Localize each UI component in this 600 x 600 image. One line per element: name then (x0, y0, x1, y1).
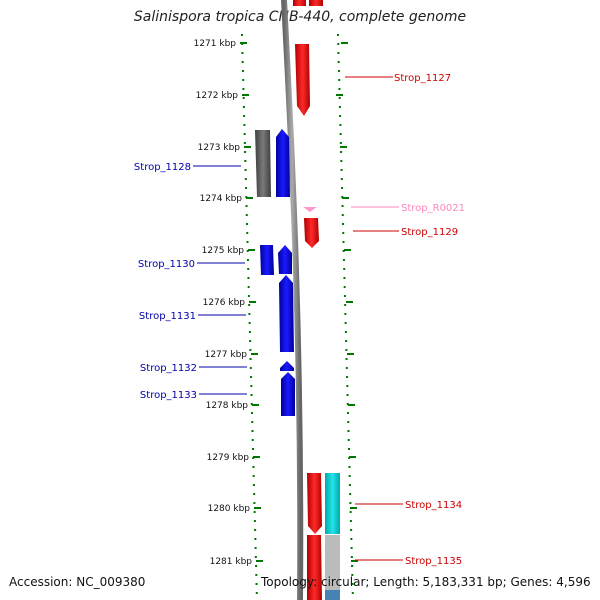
scale-tick-label: 1273 kbp (198, 143, 241, 153)
accession-label: Accession: NC_009380 (9, 575, 146, 589)
scale-tick-label: 1274 kbp (200, 194, 243, 204)
gene-label-strop-1128[interactable]: Strop_1128 (134, 162, 191, 173)
gene-strop-1134-overlay[interactable] (325, 473, 340, 534)
scale-tick-label: 1280 kbp (208, 504, 251, 514)
gene-label-strop-r0021[interactable]: Strop_R0021 (401, 203, 465, 214)
gene-strop-1134[interactable] (307, 473, 322, 534)
gene-labels: Strop_1127 Strop_1128 Strop_R0021 Strop_112… (134, 73, 465, 567)
gene-strop-1128-pseudo[interactable] (255, 130, 271, 197)
gene-strop-1130-b[interactable] (278, 245, 292, 274)
gene-strop-1135-overlay[interactable] (325, 535, 340, 590)
scale-tick-label: 1272 kbp (196, 91, 239, 101)
gene-label-strop-1132[interactable]: Strop_1132 (140, 363, 197, 374)
gene-strop-1135[interactable] (307, 535, 322, 600)
gene-strop-1129[interactable] (304, 218, 319, 248)
gene-strop-1130-a[interactable] (260, 245, 274, 275)
scale-tick-label: 1275 kbp (202, 246, 245, 256)
scale-tick-label: 1279 kbp (207, 453, 250, 463)
genome-backbone (281, 0, 304, 600)
gene-feature-top-left[interactable] (293, 0, 306, 6)
gene-label-strop-1135[interactable]: Strop_1135 (405, 556, 462, 567)
gene-label-strop-1133[interactable]: Strop_1133 (140, 390, 197, 401)
gene-strop-1133[interactable] (281, 372, 295, 416)
scale-tick-label: 1278 kbp (206, 401, 249, 411)
gene-label-strop-1127[interactable]: Strop_1127 (394, 73, 451, 84)
scale-tick-label: 1276 kbp (203, 298, 246, 308)
gene-label-strop-1129[interactable]: Strop_1129 (401, 227, 458, 238)
gene-strop-1128[interactable] (276, 129, 290, 197)
topology-label: Topology: circular; Length: 5,183,331 bp… (261, 575, 591, 589)
gene-label-strop-1130[interactable]: Strop_1130 (138, 259, 195, 270)
gene-feature-top-right[interactable] (309, 0, 323, 6)
gene-strop-r0021[interactable] (303, 207, 317, 212)
gene-label-strop-1134[interactable]: Strop_1134 (405, 500, 462, 511)
gene-strop-1132[interactable] (280, 361, 294, 371)
gene-strop-1127[interactable] (295, 44, 310, 116)
gene-strop-1131[interactable] (279, 275, 294, 352)
gene-label-strop-1131[interactable]: Strop_1131 (139, 311, 196, 322)
scale-tick-label: 1271 kbp (194, 39, 237, 49)
map-title: Salinispora tropica CNB-440, complete ge… (133, 9, 467, 25)
scale-tick-label: 1277 kbp (205, 350, 248, 360)
scale-ticks: 1271 kbp 1272 kbp 1273 kbp 1274 kbp 1275 kbp… (194, 39, 358, 567)
scale-tick-label: 1281 kbp (210, 557, 253, 567)
gene-feature-bottom[interactable] (325, 590, 340, 600)
gene-features (255, 0, 340, 600)
